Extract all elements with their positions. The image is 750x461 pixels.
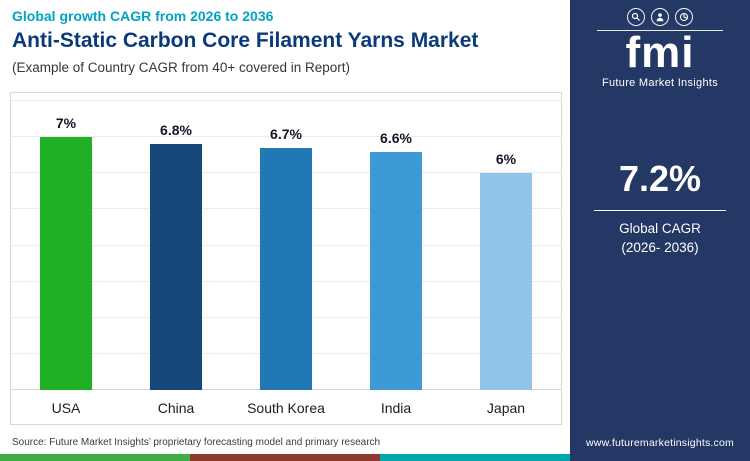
brand-sidebar: fmi Future Market Insights 7.2% Global C… bbox=[570, 0, 750, 461]
bar-value-label: 6% bbox=[495, 151, 517, 168]
logo-divider bbox=[597, 30, 723, 31]
bar-value-label: 6.7% bbox=[270, 125, 302, 142]
website-link[interactable]: www.futuremarketinsights.com bbox=[586, 437, 734, 449]
bar-value-label: 7% bbox=[55, 115, 77, 132]
footer-strip-segment bbox=[380, 454, 570, 461]
chart-subtitle: Global growth CAGR from 2026 to 2036 bbox=[12, 8, 274, 24]
logo-icons bbox=[570, 8, 750, 26]
cagr-label-line1: Global CAGR bbox=[619, 221, 701, 236]
chart-title: Anti-Static Carbon Core Filament Yarns M… bbox=[12, 29, 479, 52]
category-label: South Korea bbox=[247, 400, 325, 416]
source-note: Source: Future Market Insights’ propriet… bbox=[12, 437, 381, 448]
bar-usa bbox=[40, 137, 92, 390]
bar-india bbox=[370, 151, 422, 390]
brand-name: Future Market Insights bbox=[601, 76, 719, 89]
logo-wordmark: fmi bbox=[625, 28, 695, 77]
person-icon bbox=[651, 8, 669, 26]
gridline bbox=[11, 100, 561, 101]
cagr-stat: 7.2% Global CAGR (2026- 2036) bbox=[570, 158, 750, 258]
bar-south-korea bbox=[260, 147, 312, 390]
chat-search-icon bbox=[627, 8, 645, 26]
bar-chart-card: 7% USA 6.8% China 6.7% South Korea 6.6% India 6%… bbox=[10, 92, 562, 425]
bar-chart: 7% USA 6.8% China 6.7% South Korea 6.6% India 6%… bbox=[11, 93, 561, 424]
category-label: India bbox=[380, 400, 412, 416]
category-label: Japan bbox=[486, 400, 526, 416]
chart-header: Global growth CAGR from 2026 to 2036 Ant… bbox=[12, 8, 560, 75]
bar-china bbox=[150, 144, 202, 390]
bar-value-label: 6.6% bbox=[380, 129, 412, 146]
pie-chart-icon bbox=[675, 8, 693, 26]
footer-strip-segment bbox=[190, 454, 380, 461]
cagr-value: 7.2% bbox=[618, 158, 702, 199]
chart-note: (Example of Country CAGR from 40+ covere… bbox=[12, 60, 351, 75]
stat-divider bbox=[594, 210, 726, 211]
cagr-label-line2: (2026- 2036) bbox=[621, 239, 699, 255]
gridline bbox=[11, 136, 561, 138]
category-label: USA bbox=[51, 400, 81, 416]
category-label: China bbox=[157, 400, 195, 416]
fmi-logo: fmi Future Market Insights bbox=[570, 8, 750, 89]
bar-value-label: 6.8% bbox=[160, 122, 192, 139]
bar-japan bbox=[480, 173, 532, 390]
footer-strip-segment bbox=[0, 454, 190, 461]
